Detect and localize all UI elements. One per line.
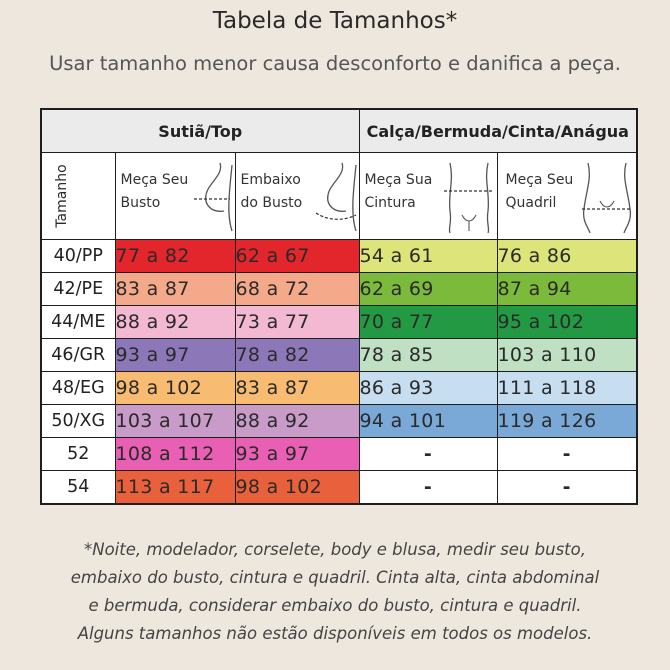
size-cell: 48/EG <box>40 371 116 405</box>
hip-column-header: Meça Seu Quadril <box>496 152 638 240</box>
table-row: 40/PP 77 a 82 62 a 67 54 a 61 76 a 86 <box>40 239 638 273</box>
cintura-value-cell: 70 a 77 <box>358 305 498 339</box>
table-row: 42/PE 83 a 87 68 a 72 62 a 69 87 a 94 <box>40 272 638 306</box>
quadril-value-cell: 103 a 110 <box>496 338 638 372</box>
bust-column-header: Meça Seu Busto <box>114 152 236 240</box>
size-table: Sutiã/Top Calça/Bermuda/Cinta/Anágua Tam… <box>40 108 639 505</box>
table-row: 46/GR 93 a 97 78 a 82 78 a 85 103 a 110 <box>40 338 638 372</box>
footnote-line: e bermuda, considerar embaixo do busto, … <box>88 596 582 615</box>
table-row: 44/ME 88 a 92 73 a 77 70 a 77 95 a 102 <box>40 305 638 339</box>
footnote: *Noite, modelador, corselete, body e blu… <box>0 536 670 648</box>
under-bust-header-label: Embaixo do Busto <box>240 172 303 211</box>
cintura-value-cell: 54 a 61 <box>358 239 498 273</box>
cintura-value-cell: - <box>358 437 498 471</box>
embaixo-value-cell: 88 a 92 <box>234 404 360 438</box>
bust-measure-icon <box>193 162 233 232</box>
quadril-value-cell: 95 a 102 <box>496 305 638 339</box>
footnote-line: *Noite, modelador, corselete, body e blu… <box>83 540 586 559</box>
quadril-value-cell: - <box>496 470 638 505</box>
embaixo-value-cell: 78 a 82 <box>234 338 360 372</box>
size-cell: 42/PE <box>40 272 116 306</box>
embaixo-value-cell: 98 a 102 <box>234 470 360 505</box>
table-row: 54 113 a 117 98 a 102- - <box>40 470 638 505</box>
under-bust-measure-icon <box>315 162 357 232</box>
embaixo-value-cell: 62 a 67 <box>234 239 360 273</box>
busto-value-cell: 77 a 82 <box>114 239 236 273</box>
embaixo-value-cell: 83 a 87 <box>234 371 360 405</box>
cintura-value-cell: - <box>358 470 498 505</box>
cintura-value-cell: 86 a 93 <box>358 371 498 405</box>
bust-header-label: Meça Seu Busto <box>120 172 189 211</box>
quadril-value-cell: 87 a 94 <box>496 272 638 306</box>
waist-column-header: Meça Sua Cintura <box>358 152 498 240</box>
quadril-value-cell: 111 a 118 <box>496 371 638 405</box>
size-header-label: Tamanho <box>54 164 70 228</box>
cintura-value-cell: 62 a 69 <box>358 272 498 306</box>
size-column-header: Tamanho <box>40 152 116 240</box>
busto-value-cell: 93 a 97 <box>114 338 236 372</box>
embaixo-value-cell: 68 a 72 <box>234 272 360 306</box>
size-cell: 40/PP <box>40 239 116 273</box>
size-table-body: 40/PP 77 a 82 62 a 67 54 a 61 76 a 86 42/PE 83… <box>40 239 638 505</box>
hip-measure-icon <box>581 162 632 233</box>
page-title: Tabela de Tamanhos* <box>212 8 458 34</box>
busto-value-cell: 108 a 112 <box>114 437 236 471</box>
cintura-value-cell: 94 a 101 <box>358 404 498 438</box>
busto-value-cell: 83 a 87 <box>114 272 236 306</box>
busto-value-cell: 98 a 102 <box>114 371 236 405</box>
busto-value-cell: 88 a 92 <box>114 305 236 339</box>
quadril-value-cell: 76 a 86 <box>496 239 638 273</box>
under-bust-column-header: Embaixo do Busto <box>234 152 360 240</box>
group-header-bottom: Calça/Bermuda/Cinta/Anágua <box>358 108 638 153</box>
table-row: 48/EG 98 a 102 83 a 87 86 a 93 111 a 118 <box>40 371 638 405</box>
footnote-line: embaixo do busto, cintura e quadril. Cin… <box>70 568 600 587</box>
cintura-value-cell: 78 a 85 <box>358 338 498 372</box>
size-cell: 54 <box>40 470 116 505</box>
busto-value-cell: 113 a 117 <box>114 470 236 505</box>
waist-measure-icon <box>443 162 494 233</box>
hip-header-label: Meça Seu Quadril <box>505 172 574 211</box>
size-cell: 46/GR <box>40 338 116 372</box>
table-row: 50/XG 103 a 107 88 a 92 94 a 101 119 a 126 <box>40 404 638 438</box>
quadril-value-cell: - <box>496 437 638 471</box>
embaixo-value-cell: 73 a 77 <box>234 305 360 339</box>
table-row: 52 108 a 112 93 a 97- - <box>40 437 638 471</box>
footnote-line: Alguns tamanhos não estão disponíveis em… <box>77 624 593 643</box>
size-cell: 44/ME <box>40 305 116 339</box>
size-cell: 50/XG <box>40 404 116 438</box>
embaixo-value-cell: 93 a 97 <box>234 437 360 471</box>
waist-header-label: Meça Sua Cintura <box>364 172 433 211</box>
size-cell: 52 <box>40 437 116 471</box>
busto-value-cell: 103 a 107 <box>114 404 236 438</box>
quadril-value-cell: 119 a 126 <box>496 404 638 438</box>
group-header-top: Sutiã/Top <box>40 108 360 153</box>
page-subtitle: Usar tamanho menor causa desconforto e d… <box>49 52 621 75</box>
